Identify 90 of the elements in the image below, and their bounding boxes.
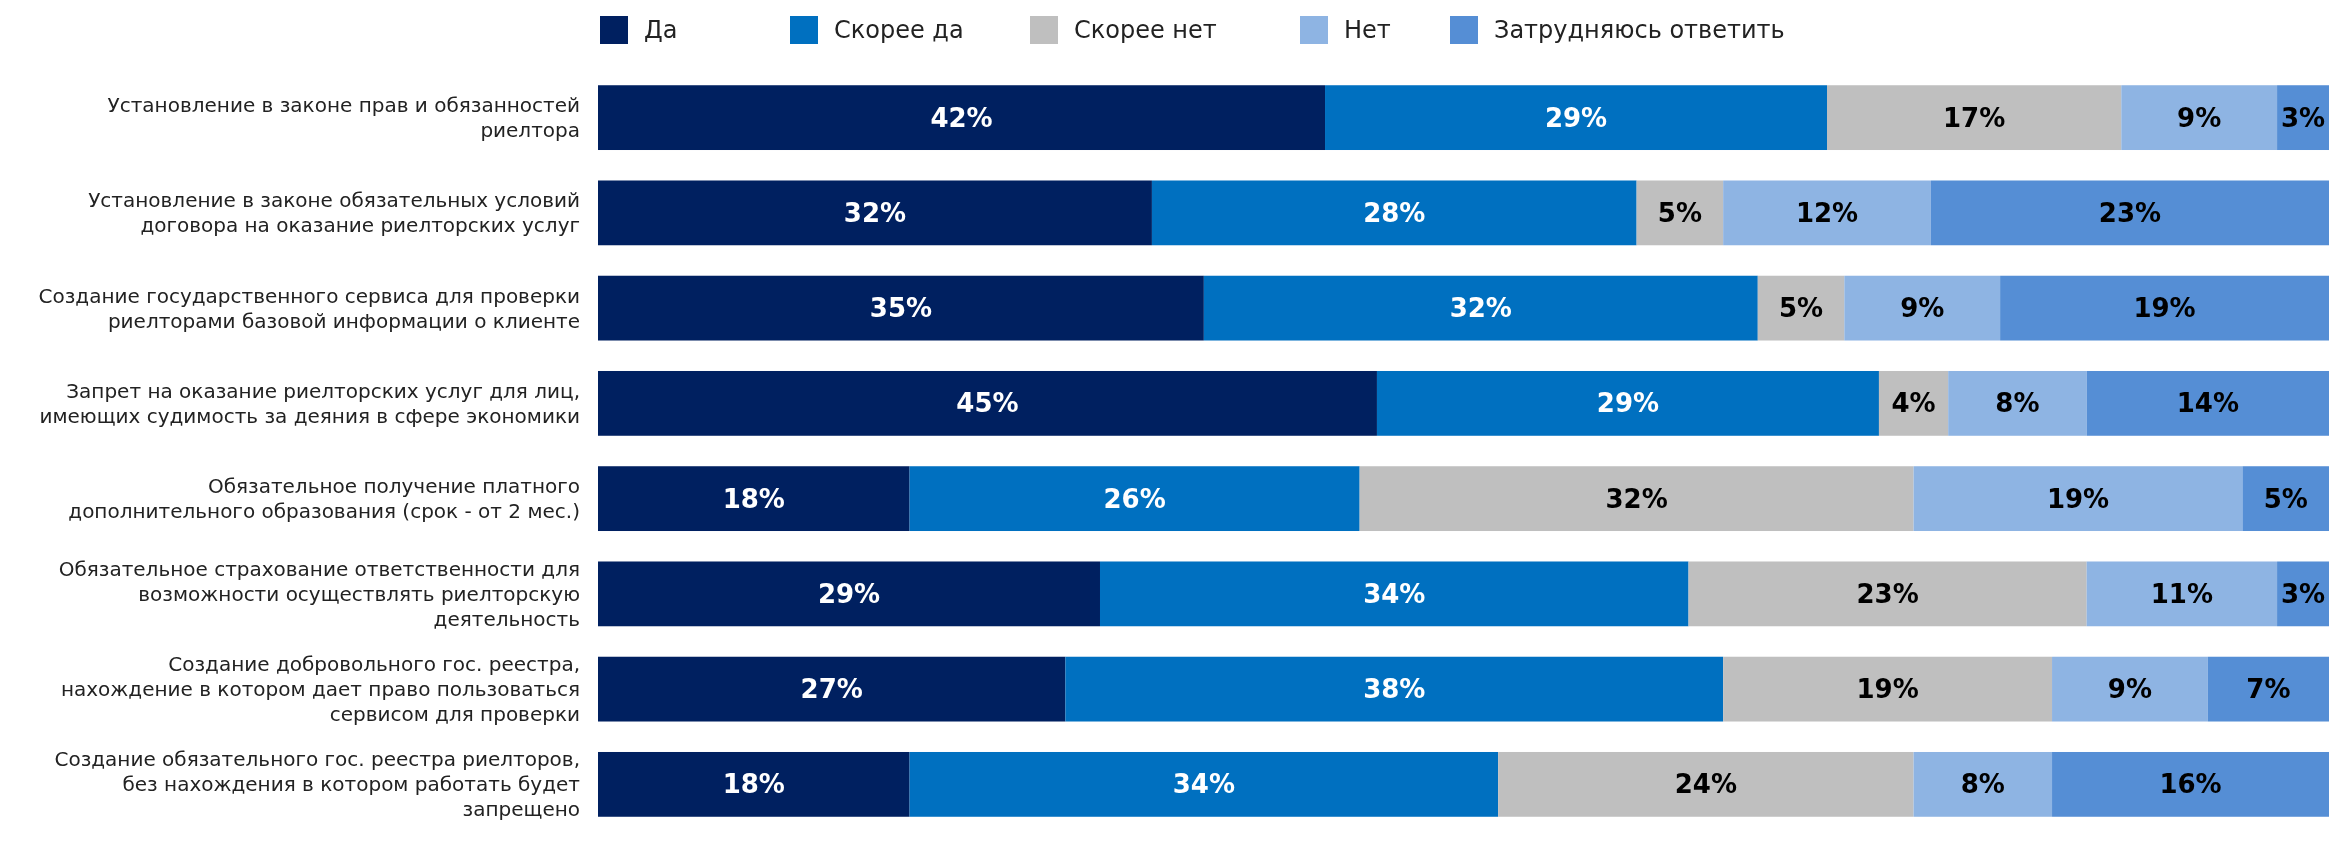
bar <box>909 751 1499 817</box>
bar <box>2121 85 2278 151</box>
data-label: 5% <box>1657 197 1702 228</box>
bar <box>1151 180 1637 246</box>
bar <box>1827 85 2122 151</box>
bar <box>1498 751 1914 817</box>
y-tick-label: Обязательное страхование ответственности для возможности осуществлять риелторскую деятельность <box>58 556 580 631</box>
data-label: 12% <box>1795 197 1859 228</box>
bar <box>2086 370 2329 436</box>
bar <box>1203 275 1758 341</box>
bar <box>1325 85 1828 151</box>
data-label: 5% <box>2263 483 2308 514</box>
data-label: 23% <box>2098 197 2162 228</box>
y-tick-label: Обязательное получение платного дополнительного образования (срок - от 2 мес.) <box>68 474 580 524</box>
data-label: 27% <box>800 674 863 705</box>
data-label: 16% <box>2159 769 2222 800</box>
data-label: 24% <box>1674 769 1737 800</box>
data-label: 35% <box>869 293 933 324</box>
data-label: 32% <box>1449 293 1512 324</box>
legend-label: Скорее нет <box>1074 16 1217 45</box>
bar <box>1359 466 1914 532</box>
bar <box>1376 370 1879 436</box>
bar <box>1688 561 2087 627</box>
bar <box>2052 656 2208 722</box>
data-label: 42% <box>930 102 993 133</box>
data-label: 32% <box>843 197 907 228</box>
y-tick-label: Создание добровольного гос. реестра, нахождение в котором дает право пользоваться сервисом для проверки <box>60 652 580 727</box>
data-label: 34% <box>1172 769 1235 800</box>
bar <box>598 85 1326 151</box>
bar <box>598 656 1066 722</box>
data-label: 28% <box>1363 197 1426 228</box>
bar <box>598 370 1377 436</box>
y-tick-label: Установление в законе прав и обязанностей риелтора <box>107 93 580 143</box>
data-label: 29% <box>817 578 881 609</box>
data-label: 3% <box>2280 578 2326 609</box>
data-label: 29% <box>1544 102 1608 133</box>
y-tick-label: Создание государственного сервиса для проверки риелторами базовой информации о клиенте <box>38 283 580 333</box>
data-label: 32% <box>1605 483 1668 514</box>
bar <box>909 466 1360 532</box>
bar <box>1930 180 2329 246</box>
bar <box>1099 561 1689 627</box>
data-label: 18% <box>722 769 785 800</box>
data-label: 23% <box>1856 578 1919 609</box>
data-label: 45% <box>956 388 1019 419</box>
bar <box>1913 466 2243 532</box>
bar <box>1913 751 2053 817</box>
data-label: 8% <box>1960 769 2005 800</box>
data-label: 17% <box>1943 102 2006 133</box>
legend-label: Затрудняюсь ответить <box>1494 16 1785 45</box>
data-label: 34% <box>1363 578 1426 609</box>
y-tick-label: Создание обязательного гос. реестра риелторов, без нахождения в котором работать будет запрещено <box>54 747 581 822</box>
data-label: 19% <box>2046 483 2110 514</box>
data-label: 9% <box>2107 674 2153 705</box>
bar <box>598 466 910 532</box>
data-label: 8% <box>1995 388 2040 419</box>
bar <box>2207 656 2329 722</box>
data-label: 9% <box>1900 293 1945 324</box>
bar <box>2242 466 2329 532</box>
data-label: 19% <box>1856 674 1919 705</box>
data-label: 18% <box>722 483 785 514</box>
data-label: 9% <box>2177 102 2222 133</box>
legend-label: Нет <box>1344 16 1391 45</box>
data-label: 7% <box>2246 674 2291 705</box>
bar <box>598 275 1204 341</box>
data-label: 38% <box>1363 674 1426 705</box>
data-label: 4% <box>1891 388 1936 419</box>
bar <box>1723 656 2053 722</box>
legend-label: Скорее да <box>834 16 964 45</box>
bar <box>1065 656 1724 722</box>
bar <box>1757 275 1845 341</box>
bar <box>1948 370 2087 436</box>
y-tick-label: Запрет на оказание риелторских услуг для лиц, имеющих судимость за деяния в сфере экономики <box>39 378 580 428</box>
y-tick-label: Установление в законе обязательных условий договора на оказание риелторских услуг <box>88 188 580 238</box>
data-label: 5% <box>1778 293 1824 324</box>
legend-label: Да <box>644 16 678 45</box>
data-label: 26% <box>1103 483 1166 514</box>
bar <box>2052 751 2329 817</box>
data-label: 3% <box>2280 102 2326 133</box>
data-label: 14% <box>2176 388 2239 419</box>
data-label: 29% <box>1596 388 1660 419</box>
bar <box>2000 275 2329 341</box>
bar <box>598 751 910 817</box>
bar <box>598 180 1152 246</box>
bar <box>598 561 1100 627</box>
bar <box>1636 180 1724 246</box>
bar <box>1723 180 1931 246</box>
data-label: 11% <box>2150 578 2213 609</box>
data-label: 19% <box>2133 293 2196 324</box>
bar <box>1844 275 2001 341</box>
bar <box>2086 561 2278 627</box>
